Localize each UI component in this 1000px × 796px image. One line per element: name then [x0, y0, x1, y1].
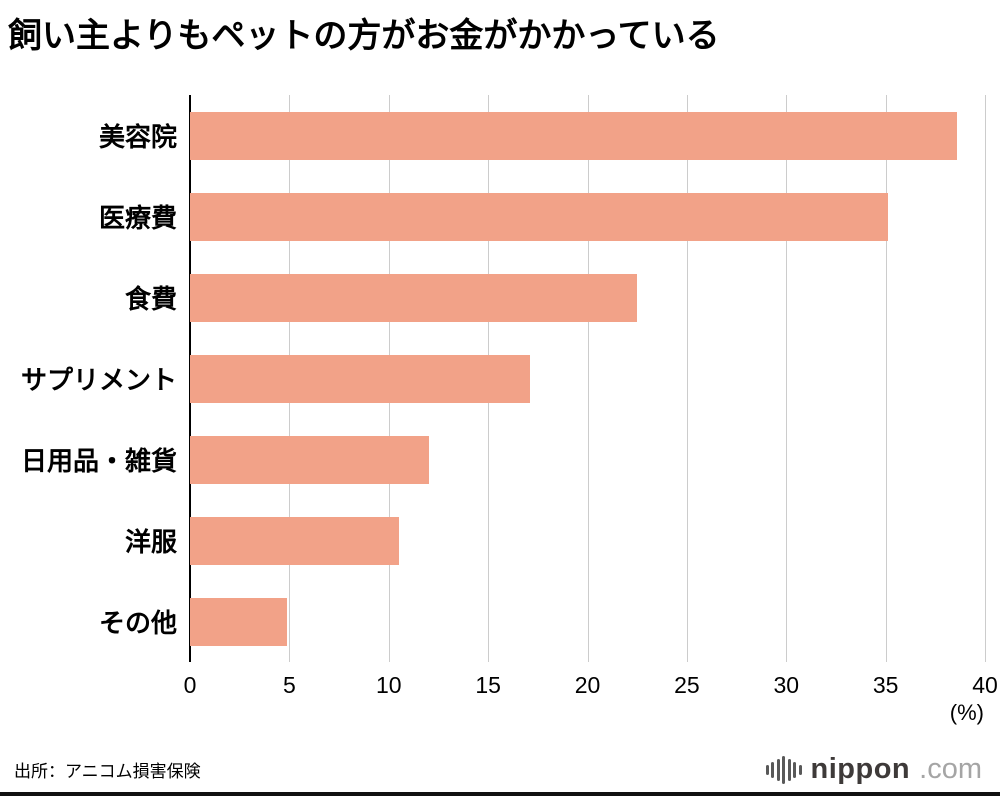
- x-tick-label: 15: [475, 672, 501, 698]
- chart-row: 日用品・雑貨: [0, 419, 985, 500]
- bar-track: [190, 435, 985, 484]
- bar-chart: 美容院医療費食費サプリメント 日用品・雑貨洋服その他 0 5 10 15 20 25 30 35…: [0, 95, 998, 702]
- bar-track: [190, 192, 985, 241]
- category-label: その他: [98, 608, 177, 638]
- chart-row: その他: [0, 581, 985, 662]
- x-axis-unit-label: (%): [949, 700, 984, 725]
- x-tick-label: 5: [282, 672, 296, 698]
- bar: [190, 111, 958, 160]
- category-label: 美容院: [98, 122, 177, 152]
- x-axis-tick-labels: 0 5 10 15 20 25 30 35 40: [184, 672, 998, 702]
- x-tick-label: 40: [972, 672, 998, 698]
- bar: [190, 435, 429, 484]
- chart-row: サプリメント: [0, 338, 985, 419]
- x-tick-label: 30: [773, 672, 800, 698]
- bar-track: [190, 516, 985, 565]
- bar: [190, 192, 888, 241]
- chart-row: 美容院: [0, 95, 985, 176]
- chart-row: 食費: [0, 257, 985, 338]
- category-label: 洋服: [124, 527, 177, 557]
- bar: [190, 273, 638, 322]
- x-tick-label: 20: [574, 672, 601, 698]
- bar-track: [190, 111, 985, 160]
- category-label: 日用品・雑貨: [20, 446, 177, 476]
- chart-row: 洋服: [0, 500, 985, 581]
- chart-rows: 美容院医療費食費サプリメント 日用品・雑貨洋服その他: [0, 95, 985, 662]
- bar: [190, 516, 399, 565]
- bar-track: [190, 354, 985, 403]
- logo-tld: .com: [919, 753, 982, 785]
- category-label: 食費: [124, 284, 177, 314]
- bar-track: [190, 597, 985, 646]
- bottom-rule: [0, 792, 1000, 796]
- chart-row: 医療費: [0, 176, 985, 257]
- bar-track: [190, 273, 985, 322]
- bar: [190, 354, 530, 403]
- soundwave-bars-icon: [765, 755, 802, 785]
- source-note: 出所：アニコム損害保険: [14, 762, 201, 781]
- x-tick-label: 35: [872, 672, 899, 698]
- nippon-com-logo: nippon .com: [765, 753, 982, 786]
- logo-text: nippon: [810, 753, 911, 785]
- category-label: サプリメント: [20, 365, 177, 395]
- category-label: 医療費: [98, 203, 177, 233]
- chart-title: 飼い主よりもペットの方がお金がかかっている: [8, 17, 720, 55]
- x-tick-label: 25: [674, 672, 700, 698]
- x-tick-label: 10: [375, 672, 402, 698]
- gridline-40: [985, 95, 986, 662]
- x-tick-label: 0: [183, 672, 197, 698]
- bar: [190, 597, 288, 646]
